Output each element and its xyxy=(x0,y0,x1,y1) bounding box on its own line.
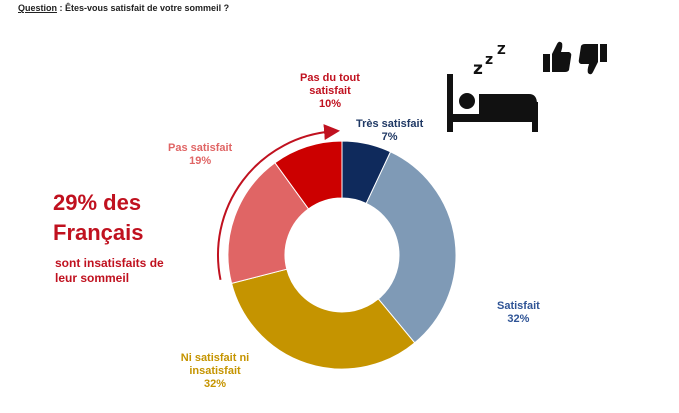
category-label: Très satisfait xyxy=(356,118,424,130)
value-label: 32% xyxy=(203,378,227,390)
label-pas-du-tout: Pas du tout satisfait 10% xyxy=(300,72,360,111)
label-ni-satisfait: Ni satisfait ni insatisfait 32% xyxy=(170,352,260,391)
value-label: 19% xyxy=(189,155,212,167)
slice-ni-satisfait-ni-insatisfait xyxy=(230,268,416,370)
callout-desc-2: leur sommeil xyxy=(55,271,130,285)
value-label: 32% xyxy=(507,313,530,325)
value-label: 7% xyxy=(381,131,398,143)
callout-percent: 29% des xyxy=(53,190,142,215)
slice-pas-satisfait xyxy=(227,162,310,284)
question-header: Question : Êtes-vous satisfait de votre … xyxy=(18,3,229,13)
svg-text:z: z xyxy=(473,59,483,79)
svg-text:z: z xyxy=(485,52,493,68)
label-tres-satisfait: Très satisfait 7% xyxy=(356,118,423,144)
slice-satisfait xyxy=(365,151,457,344)
thumbs-down-icon xyxy=(578,44,607,75)
label-satisfait: Satisfait 32% xyxy=(497,300,540,326)
category-label: Ni satisfait ni insatisfait xyxy=(180,352,250,377)
svg-text:Z: Z xyxy=(497,43,506,57)
question-text: : Êtes-vous satisfait de votre sommeil ? xyxy=(57,3,230,13)
callout-country: Français xyxy=(53,220,144,245)
dissatisfied-arc-arrow xyxy=(217,124,341,280)
category-label: Pas satisfait xyxy=(168,142,233,154)
label-pas-satisfait: Pas satisfait 19% xyxy=(168,142,232,168)
question-label: Question xyxy=(18,3,58,13)
callout-desc-1: sont insatisfaits de xyxy=(55,256,164,270)
category-label: Satisfait xyxy=(497,300,540,312)
bed-sleep-icon: z z Z xyxy=(447,43,538,132)
thumbs-up-icon xyxy=(543,41,572,72)
value-label: 10% xyxy=(318,98,342,110)
category-label: Pas du tout satisfait xyxy=(300,72,360,97)
slice-pas-du-tout-satisfait xyxy=(274,140,343,210)
